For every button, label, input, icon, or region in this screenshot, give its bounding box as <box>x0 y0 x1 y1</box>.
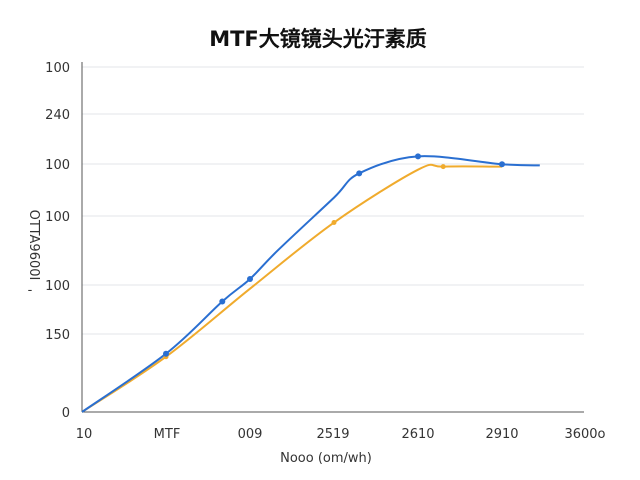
y-tick-label: 100 <box>45 61 70 76</box>
blue-point <box>219 298 226 305</box>
blue-point <box>356 170 363 177</box>
x-tick-label: MTF <box>154 427 181 442</box>
y-tick-labels: 0 150 100 100 100 240 100 <box>45 61 70 421</box>
y-axis-label-prefix: - <box>28 283 33 298</box>
series-line-orange <box>81 163 503 413</box>
x-tick-label: 3600o <box>564 427 605 442</box>
x-tick-label: 10 <box>76 427 93 442</box>
orange-point <box>331 220 337 226</box>
x-axis-label: Nooo (om/wh) <box>280 451 372 466</box>
y-axis-label: OTTA9600I <box>26 210 41 281</box>
x-tick-label: 009 <box>238 427 263 442</box>
y-tick-label: 100 <box>45 158 70 173</box>
series-markers <box>163 153 505 360</box>
x-tick-label: 2610 <box>401 427 434 442</box>
blue-point <box>415 153 421 160</box>
y-tick-label: 0 <box>62 406 70 421</box>
y-tick-label: 240 <box>45 108 70 123</box>
blue-point <box>163 350 169 357</box>
blue-point <box>499 161 505 168</box>
axes <box>81 62 584 413</box>
y-tick-label: 100 <box>45 279 70 294</box>
blue-point <box>247 275 253 282</box>
orange-point <box>440 164 446 170</box>
x-tick-label: 2519 <box>316 427 349 442</box>
y-tick-label: 100 <box>45 210 70 225</box>
grid-lines <box>82 66 584 335</box>
chart-title: MTF大镜镜头光汙素质 <box>209 27 427 51</box>
x-tick-label: 2910 <box>485 427 518 442</box>
x-tick-labels: 10 MTF 009 2519 2610 2910 3600o <box>76 427 606 442</box>
y-tick-label: 150 <box>45 328 70 343</box>
series-lines <box>81 155 540 413</box>
series-line-blue <box>81 155 540 413</box>
